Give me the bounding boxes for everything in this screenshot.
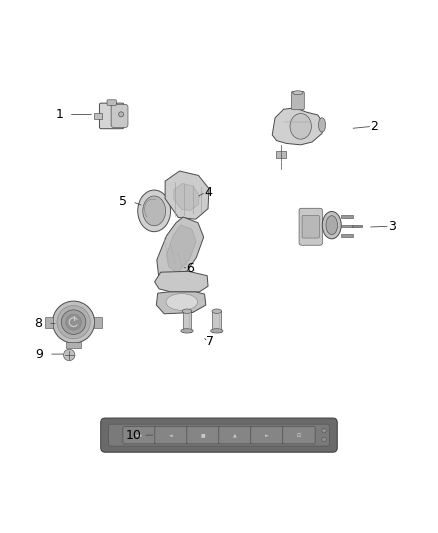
Text: ◄: ◄ bbox=[169, 433, 173, 438]
Text: 10: 10 bbox=[126, 429, 141, 442]
FancyBboxPatch shape bbox=[107, 100, 117, 106]
FancyBboxPatch shape bbox=[251, 426, 283, 444]
Ellipse shape bbox=[212, 309, 222, 313]
Circle shape bbox=[61, 310, 86, 334]
FancyBboxPatch shape bbox=[101, 418, 337, 452]
Circle shape bbox=[66, 314, 81, 330]
Text: 4: 4 bbox=[204, 185, 212, 198]
Text: ■: ■ bbox=[201, 433, 205, 438]
Circle shape bbox=[322, 437, 326, 442]
Bar bbox=[341, 235, 353, 237]
Polygon shape bbox=[157, 217, 204, 284]
Bar bbox=[94, 112, 102, 118]
Ellipse shape bbox=[181, 329, 193, 333]
Bar bbox=[94, 317, 102, 328]
Text: 2: 2 bbox=[371, 120, 378, 133]
Bar bbox=[352, 225, 362, 228]
Bar bbox=[183, 311, 191, 332]
Ellipse shape bbox=[138, 190, 170, 232]
Bar bbox=[66, 342, 81, 349]
Text: 6: 6 bbox=[187, 262, 194, 275]
Text: 7: 7 bbox=[206, 335, 214, 349]
Ellipse shape bbox=[318, 118, 325, 132]
Polygon shape bbox=[165, 171, 209, 219]
Circle shape bbox=[119, 112, 124, 117]
Circle shape bbox=[322, 429, 326, 433]
Text: 9: 9 bbox=[35, 348, 43, 361]
Ellipse shape bbox=[182, 309, 192, 313]
FancyBboxPatch shape bbox=[219, 426, 251, 444]
Text: ⊡: ⊡ bbox=[297, 433, 301, 438]
Bar bbox=[276, 151, 286, 158]
FancyBboxPatch shape bbox=[283, 426, 315, 444]
Bar bbox=[45, 317, 53, 328]
Ellipse shape bbox=[290, 114, 311, 139]
Text: 3: 3 bbox=[388, 220, 396, 233]
Polygon shape bbox=[272, 108, 323, 145]
FancyBboxPatch shape bbox=[99, 103, 124, 128]
Text: 1: 1 bbox=[55, 108, 63, 121]
Text: 5: 5 bbox=[119, 195, 127, 208]
Ellipse shape bbox=[293, 91, 303, 95]
FancyBboxPatch shape bbox=[109, 424, 329, 446]
Polygon shape bbox=[174, 183, 199, 211]
Text: 8: 8 bbox=[35, 317, 42, 330]
Ellipse shape bbox=[166, 294, 198, 310]
Ellipse shape bbox=[322, 212, 341, 239]
Bar bbox=[341, 225, 353, 228]
FancyBboxPatch shape bbox=[299, 208, 322, 245]
Circle shape bbox=[53, 301, 95, 343]
FancyBboxPatch shape bbox=[155, 426, 187, 444]
Bar bbox=[212, 311, 221, 332]
Text: ▲: ▲ bbox=[233, 433, 237, 438]
FancyBboxPatch shape bbox=[302, 215, 319, 238]
Text: ◄◄: ◄◄ bbox=[135, 433, 143, 438]
FancyBboxPatch shape bbox=[111, 104, 128, 127]
Ellipse shape bbox=[143, 196, 166, 226]
Polygon shape bbox=[155, 271, 208, 292]
Circle shape bbox=[64, 349, 75, 361]
Polygon shape bbox=[166, 225, 196, 273]
Ellipse shape bbox=[211, 329, 223, 333]
Circle shape bbox=[57, 305, 90, 339]
Bar bbox=[341, 215, 353, 218]
FancyBboxPatch shape bbox=[291, 92, 304, 110]
FancyBboxPatch shape bbox=[187, 426, 219, 444]
Polygon shape bbox=[156, 292, 206, 314]
Ellipse shape bbox=[326, 216, 338, 235]
Text: ►: ► bbox=[265, 433, 269, 438]
FancyBboxPatch shape bbox=[123, 426, 155, 444]
